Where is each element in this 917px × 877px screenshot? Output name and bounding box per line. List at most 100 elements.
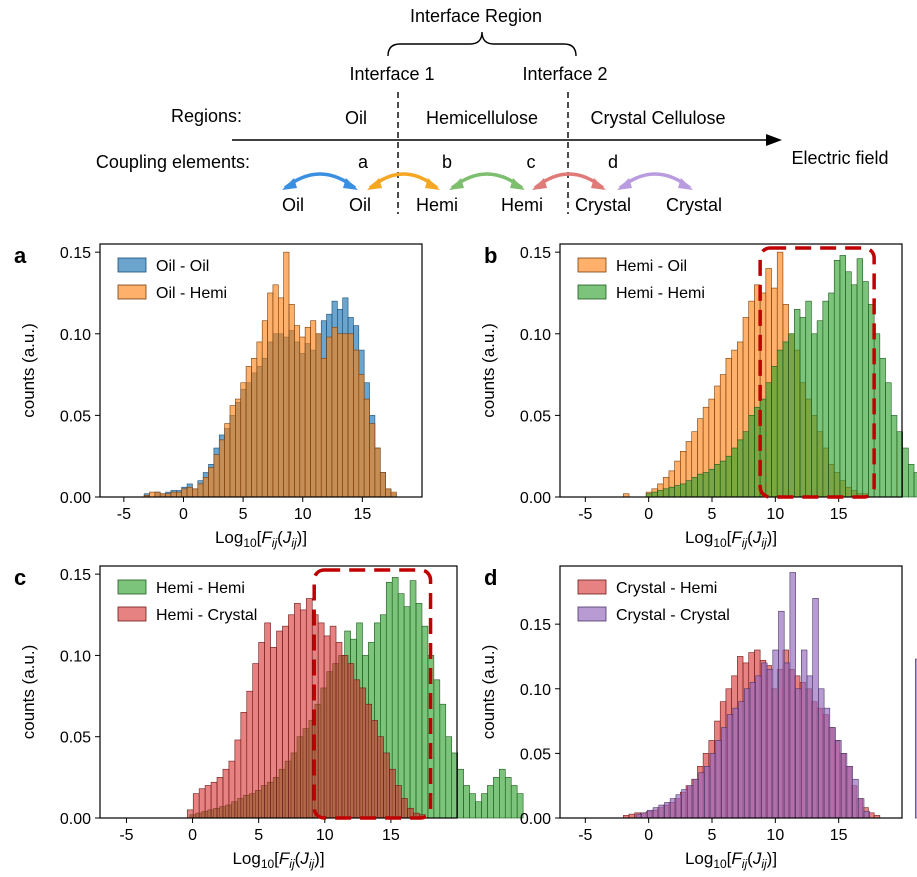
panel-d-frame: [559, 565, 903, 819]
panel-b-frame: [559, 243, 903, 498]
bar-c-s0-38: [415, 603, 423, 819]
bar-d-s1-34: [829, 727, 836, 819]
bar-a-s1-11: [202, 477, 209, 498]
bar-c-s1-36: [401, 798, 408, 819]
bar-d-s1-37: [846, 766, 853, 819]
legend-swatch-b-0: [577, 257, 607, 273]
bar-c-s1-13: [264, 622, 271, 819]
legend-b: Hemi - Oil Hemi - Hemi: [577, 257, 705, 302]
bar-d-s1-31: [812, 598, 819, 819]
bar-d-s1-23: [766, 669, 774, 819]
bar-b-s1-25: [788, 333, 795, 498]
bar-d-s1-40: [863, 811, 870, 819]
ytick-label-d-3: 0.15: [520, 617, 551, 634]
bar-d-s1-13: [709, 753, 717, 819]
bar-a-s1-44: [379, 472, 386, 498]
bar-b-s1-21: [765, 382, 772, 498]
bar-d-s1-10: [692, 778, 699, 819]
bar-d-s1-4: [658, 804, 665, 819]
bar-c-s0-45: [457, 768, 464, 819]
bar-c-s1-6: [222, 768, 230, 819]
xtick-label-c-4: 15: [382, 827, 400, 844]
coupling-node-5: Crystal: [666, 195, 722, 215]
coupling-node-3: Hemi: [501, 195, 543, 215]
ylabel-d: counts (a.u.): [479, 645, 498, 740]
bar-a-s1-33: [320, 357, 327, 498]
bar-a-s1-14: [218, 439, 225, 498]
ytick-label-a-2: 0.10: [60, 327, 91, 344]
bar-c-s1-2: [198, 788, 206, 819]
bar-a-s1-36: [337, 333, 343, 498]
bar-c-s0-49: [481, 793, 488, 819]
coupling-arrowhead-right-0: [343, 178, 358, 190]
highlight-box-b: [758, 246, 876, 499]
bar-d-s1-25: [778, 610, 785, 819]
ytick-label-b-3: 0.15: [520, 245, 551, 262]
coupling-node-0: Oil: [282, 195, 304, 215]
bar-c-s1-11: [252, 663, 259, 819]
bar-c-s0-36: [403, 606, 411, 819]
xlabel-a: Log10[Fij(Jij)]: [215, 528, 307, 550]
bar-d-s1-16: [726, 714, 734, 819]
bar-d-s1-35: [835, 740, 842, 819]
xtick-label-d-0: -5: [578, 827, 592, 844]
interface-region-brace: [387, 31, 577, 57]
bar-b-s1-7: [685, 480, 693, 498]
ytick-label-d-1: 0.05: [520, 746, 551, 763]
bar-d-s1-20: [749, 682, 756, 819]
bar-b-s1-36: [851, 284, 858, 498]
bar-a-s1-20: [251, 357, 258, 498]
bar-a-s1-46: [390, 491, 397, 498]
coupling-arrowhead-left-3: [532, 178, 547, 190]
bar-b-s1-8: [691, 477, 698, 498]
legend-swatch-a-0: [117, 257, 147, 273]
bar-a-s1-42: [369, 423, 376, 498]
bar-a-s1-15: [224, 423, 231, 498]
bar-b-s1-13: [719, 460, 727, 498]
region-hemi-label: Hemicellulose: [426, 108, 538, 128]
bar-a-s1-10: [197, 483, 204, 498]
bar-b-s1-24: [782, 341, 789, 498]
xlabel-b: Log10[Fij(Jij)]: [685, 528, 777, 550]
bar-c-s1-34: [389, 768, 396, 819]
bar-c-s0-53: [504, 777, 512, 819]
ytick-label-c-2: 0.10: [60, 648, 91, 665]
bar-b-s1-2: [657, 490, 664, 498]
bar-a-s1-5: [170, 491, 177, 498]
bar-d-s1-19: [743, 688, 751, 819]
region-crystal-label: Crystal Cellulose: [590, 108, 725, 128]
legend-label-a-1: Oil - Hemi: [156, 285, 227, 302]
bar-c-s1-3: [204, 785, 212, 819]
bar-d-s1-30: [806, 675, 813, 819]
ytick-label-d-2: 0.10: [520, 682, 551, 699]
bar-d-s1-39: [857, 798, 865, 819]
bar-b-s1-42: [885, 382, 892, 498]
bar-c-s1-19: [300, 609, 307, 819]
coupling-arrowhead-left-0: [282, 178, 297, 190]
xlabel-c: Log10[Fij(Jij)]: [232, 849, 324, 871]
bar-b-s1-18: [748, 415, 755, 498]
xtick-label-a-2: 5: [239, 506, 248, 523]
bar-c-s1-20: [305, 598, 313, 819]
bar-c-s1-17: [288, 614, 295, 819]
region-oil-label: Oil: [345, 108, 367, 128]
bar-c-s0-37: [409, 580, 417, 819]
bar-d-s1-5: [664, 802, 671, 819]
coupling-elements: Oil Oil Hemi Hemi Crystal Crystal a b c d: [282, 152, 722, 215]
bar-b-s1-6: [680, 483, 687, 498]
bar-d-s1-29: [800, 649, 808, 819]
bar-c-s1-24: [329, 625, 337, 819]
panel-d-bars: [623, 572, 917, 819]
bar-a-s1-34: [326, 336, 333, 498]
bar-d-s1-17: [732, 707, 739, 819]
bar-b-s1-45: [902, 447, 909, 498]
xtick-label-c-2: 5: [254, 827, 263, 844]
ylabel-b: counts (a.u.): [479, 323, 498, 418]
electric-field-label: Electric field: [791, 148, 888, 168]
bar-b-s1-46: [908, 464, 915, 498]
coupling-letter-b: b: [442, 152, 452, 172]
bar-c-s0-46: [463, 785, 470, 819]
bar-c-s0-47: [469, 793, 476, 819]
bar-d-s1-2: [647, 809, 654, 819]
legend-swatch-d-0: [577, 579, 607, 595]
